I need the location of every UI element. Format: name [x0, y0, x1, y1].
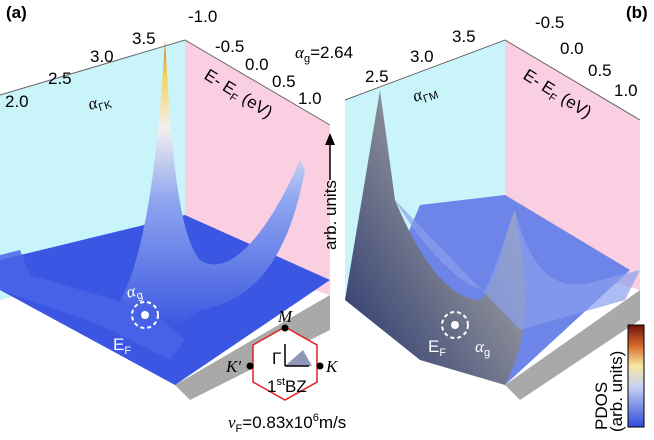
- bz-label: Γ: [272, 349, 281, 368]
- tick: 0.5: [588, 61, 612, 80]
- tick: 3.0: [410, 47, 434, 66]
- tick: 1.0: [614, 81, 638, 100]
- fermi-velocity: vF=0.83x106m/s: [228, 412, 346, 435]
- bz-label: K′: [225, 357, 241, 376]
- alpha-g: αg=2.64: [295, 43, 353, 65]
- colorbar: [628, 325, 644, 427]
- tick: 3.5: [132, 29, 156, 48]
- z-label: arb. units: [321, 180, 340, 250]
- tick: 3.0: [90, 47, 114, 66]
- tick: 2.5: [365, 67, 389, 86]
- colorbar-label: (arb. units): [607, 351, 626, 432]
- point: [247, 363, 254, 370]
- tick: 0.0: [560, 39, 584, 58]
- tick: 3.5: [452, 27, 476, 46]
- tick: -1.0: [188, 7, 217, 26]
- panel-label: (b): [626, 3, 648, 22]
- tick: -0.5: [535, 13, 564, 32]
- bz-label: K: [325, 357, 339, 376]
- tick: 0.5: [272, 72, 296, 91]
- figure: (a) 2.0 2.5 3.0 3.5 αΓK -1.0 -0.5 0.0 0.…: [0, 0, 654, 440]
- panel-label: (a): [6, 3, 27, 22]
- ef-dot: [141, 311, 149, 319]
- ef-dot: [451, 321, 459, 329]
- tick: 2.0: [5, 92, 29, 111]
- point: [317, 363, 324, 370]
- bz-label: 1stBZ: [267, 376, 307, 396]
- tick: 0.0: [245, 55, 269, 74]
- panel-b: (b) 2.5 3.0 3.5 αΓM -0.5 0.0 0.5 1.0 E- …: [345, 3, 648, 400]
- tick: 1.0: [298, 89, 322, 108]
- tick: 2.5: [48, 69, 72, 88]
- bz-label: M: [277, 307, 293, 326]
- tick: -0.5: [215, 37, 244, 56]
